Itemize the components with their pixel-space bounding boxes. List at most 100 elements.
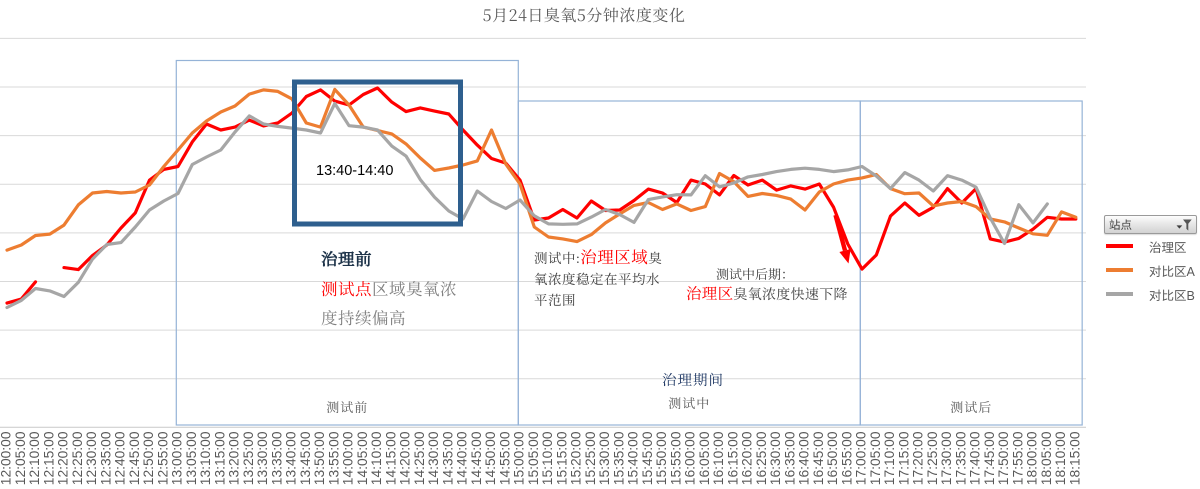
x-axis-tick-label: 14:55:00: [497, 431, 512, 485]
x-axis-tick-label: 13:40:00: [284, 431, 299, 485]
x-axis-tick-label: 13:55:00: [326, 431, 341, 485]
x-axis-tick-label: 13:50:00: [312, 431, 327, 485]
highlight-range-label: 13:40-14:40: [316, 163, 394, 179]
zone-label-3: 测试后: [950, 397, 993, 416]
x-axis-tick-label: 16:45:00: [811, 431, 826, 485]
x-axis-tick-label: 15:30:00: [597, 431, 612, 485]
highlight-time-box: [292, 79, 463, 227]
x-axis-tick-label: 17:00:00: [854, 431, 869, 485]
x-axis-tick-label: 18:15:00: [1067, 431, 1082, 485]
x-axis-tick-label: 13:10:00: [198, 431, 213, 485]
annotation-late-treatment: 测试中后期： 治理区臭氧浓度快速下降: [686, 264, 850, 304]
x-axis-tick-label: 14:50:00: [483, 431, 498, 485]
x-axis-tick-label: 13:15:00: [212, 431, 227, 485]
x-axis-tick-label: 16:05:00: [697, 431, 712, 485]
x-axis-tick-label: 17:15:00: [896, 431, 911, 485]
x-axis-tick-label: 14:20:00: [398, 431, 413, 485]
x-axis-tick-label: 13:35:00: [269, 431, 284, 485]
x-axis-tick-label: 17:30:00: [939, 431, 954, 485]
x-axis-tick-label: 15:50:00: [654, 431, 669, 485]
x-axis-tick-label: 15:20:00: [569, 431, 584, 485]
x-axis-tick-label: 16:40:00: [797, 431, 812, 485]
x-axis-tick-label: 18:00:00: [1025, 431, 1040, 485]
x-axis-tick-label: 17:20:00: [911, 431, 926, 485]
x-axis-tick-label: 12:35:00: [98, 431, 113, 485]
x-axis-tick-label: 13:30:00: [255, 431, 270, 485]
x-axis-tick-label: 12:15:00: [41, 431, 56, 485]
x-axis-tick-label: 16:30:00: [768, 431, 783, 485]
x-axis-tick-label: 14:40:00: [455, 431, 470, 485]
x-axis-tick-label: 13:05:00: [184, 431, 199, 485]
zone-label-2: 测试中: [668, 393, 711, 412]
x-axis-tick-label: 17:55:00: [1010, 431, 1025, 485]
x-axis-tick-label: 14:15:00: [383, 431, 398, 485]
x-axis-tick-label: 12:20:00: [56, 431, 71, 485]
legend-item-3[interactable]: 对比区B: [1104, 284, 1197, 304]
annotation-late-line1: 测试中后期：: [716, 264, 795, 283]
annotation-pre-treatment: 治理前 测试点区域臭氧浓度持续偏高: [321, 244, 471, 333]
legend-swatch-2: [1106, 268, 1133, 272]
legend-swatch-3: [1106, 292, 1133, 296]
x-axis-tick-label: 17:05:00: [868, 431, 883, 485]
legend-label-3: 对比区B: [1149, 284, 1195, 304]
zone-box-3: [859, 100, 1083, 426]
x-axis-tick-label: 17:50:00: [996, 431, 1011, 485]
legend-swatch-1: [1106, 244, 1133, 248]
x-axis-tick-label: 16:00:00: [683, 431, 698, 485]
x-axis-tick-label: 15:35:00: [611, 431, 626, 485]
x-axis-tick-label: 14:35:00: [440, 431, 455, 485]
x-axis-tick-label: 15:25:00: [583, 431, 598, 485]
x-axis-tick-label: 14:10:00: [369, 431, 384, 485]
zone-box-1: [175, 59, 519, 426]
site-filter-button[interactable]: 站点: [1104, 215, 1197, 234]
x-axis-tick-label: 14:25:00: [412, 431, 427, 485]
legend-item-2[interactable]: 对比区A: [1104, 260, 1197, 280]
x-axis-tick-label: 16:20:00: [740, 431, 755, 485]
series-line-治理区: [62, 86, 1078, 272]
x-axis-tick-label: 15:15:00: [554, 431, 569, 485]
x-axis-tick-label: 15:55:00: [668, 431, 683, 485]
annotation-pre-body: 测试点区域臭氧浓度持续偏高: [321, 275, 457, 330]
series-line-对比区A: [5, 87, 1078, 252]
x-axis-tick-label: 13:20:00: [227, 431, 242, 485]
x-axis-tick-label: 13:45:00: [298, 431, 313, 485]
x-axis-tick-label: 12:50:00: [141, 431, 156, 485]
legend: 站点 治理区对比区A 对比区B: [1104, 215, 1197, 304]
x-axis-tick-label: 17:35:00: [953, 431, 968, 485]
legend-label-1: 治理区: [1149, 236, 1187, 256]
treatment-period-label: 治理期间: [662, 369, 724, 390]
annotation-pre-title: 治理前: [321, 246, 372, 270]
x-axis-tick-label: 16:55:00: [839, 431, 854, 485]
x-axis-tick-label: 12:45:00: [127, 431, 142, 485]
x-axis-tick-label: 13:00:00: [170, 431, 185, 485]
legend-items: 治理区对比区A 对比区B: [1104, 236, 1197, 304]
site-filter-label: 站点: [1109, 216, 1132, 233]
series-line-对比区B: [5, 101, 1049, 310]
chart-title: 5月24日臭氧5分钟浓度变化: [482, 3, 686, 26]
zone-label-1: 测试前: [326, 397, 369, 416]
x-axis-tick-label: 15:45:00: [640, 431, 655, 485]
legend-label-2: 对比区A: [1149, 260, 1195, 280]
x-axis-tick-label: 12:55:00: [155, 431, 170, 485]
annotation-late-line2: 治理区臭氧浓度快速下降: [686, 281, 848, 304]
x-axis-tick-label: 12:10:00: [27, 431, 42, 485]
x-axis-tick-label: 12:00:00: [0, 431, 14, 485]
x-axis-tick-label: 16:35:00: [782, 431, 797, 485]
x-axis-tick-label: 14:00:00: [341, 431, 356, 485]
x-axis-tick-label: 18:05:00: [1039, 431, 1054, 485]
x-axis-tick-label: 16:10:00: [711, 431, 726, 485]
legend-item-1[interactable]: 治理区: [1104, 236, 1197, 256]
x-axis-tick-label: 17:10:00: [882, 431, 897, 485]
x-axis-tick-label: 17:45:00: [982, 431, 997, 485]
annotation-mid-treatment: 测试中:治理区域臭氧浓度稳定在平均水平范围: [534, 244, 663, 310]
x-axis-tick-label: 17:40:00: [968, 431, 983, 485]
x-axis-tick-label: 18:10:00: [1053, 431, 1068, 485]
x-axis-tick-label: 12:05:00: [13, 431, 28, 485]
x-axis-tick-label: 14:30:00: [426, 431, 441, 485]
x-axis-tick-label: 12:25:00: [70, 431, 85, 485]
x-axis-tick-label: 14:45:00: [469, 431, 484, 485]
drop-arrow-head: [839, 249, 851, 264]
x-axis-tick-label: 16:15:00: [725, 431, 740, 485]
